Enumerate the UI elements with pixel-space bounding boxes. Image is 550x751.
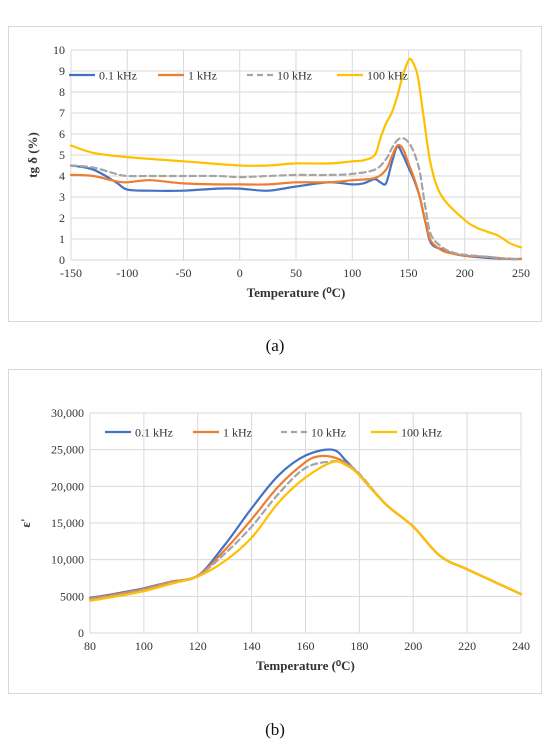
chart-1-xtick-label: 240 xyxy=(512,639,530,653)
chart-1-ytick-label: 0 xyxy=(78,626,84,640)
caption-b: (b) xyxy=(265,720,285,739)
chart-b-svg: 0 5000 10,000 15,000 20,000 25,000 30,000 80 100… xyxy=(18,406,530,673)
chart-0-ytick-label: 7 xyxy=(59,106,65,120)
chart-0-legend-label-2: 10 kHz xyxy=(277,69,312,83)
chart-1-xtick-label: 120 xyxy=(189,639,207,653)
chart-1-ytick-label: 20,000 xyxy=(51,479,84,493)
chart-1-ytick-label: 30,000 xyxy=(51,406,84,420)
chart-0-xtick-label: 50 xyxy=(290,266,302,280)
chart-0-series-line-1 xyxy=(69,143,523,261)
chart-1-xtick-label: 80 xyxy=(84,639,96,653)
chart-0-ytick-label: 1 xyxy=(59,232,65,246)
chart-0-ytick-label: 4 xyxy=(59,169,65,183)
chart-a-svg: 0 1 2 3 4 5 6 7 8 9 10 -150 -100 -50 0 50 100 150 200 250 Te… xyxy=(25,43,530,300)
chart-b-panel: 0 5000 10,000 15,000 20,000 25,000 30,000 80 100… xyxy=(8,369,542,694)
chart-1-legend-label-0: 0.1 kHz xyxy=(135,426,173,440)
chart-1-xtick-label: 180 xyxy=(350,639,368,653)
chart-1-ytick-label: 25,000 xyxy=(51,443,84,457)
chart-0-legend-label-0: 0.1 kHz xyxy=(99,69,137,83)
chart-0-ytick-label: 6 xyxy=(59,127,65,141)
chart-0-xtick-label: -150 xyxy=(60,266,82,280)
chart-1-xtick-label: 100 xyxy=(135,639,153,653)
chart-0-legend-label-3: 100 kHz xyxy=(367,69,408,83)
chart-0-ytick-label: 0 xyxy=(59,253,65,267)
chart-1-ytick-label: 5000 xyxy=(60,589,84,603)
chart-1-ytick-label: 15,000 xyxy=(51,516,84,530)
chart-0-xtick-label: 100 xyxy=(343,266,361,280)
chart-0-xtick-label: -50 xyxy=(176,266,192,280)
chart-0-ytick-label: 5 xyxy=(59,148,65,162)
chart-0-series-line-2 xyxy=(69,137,523,261)
chart-1-xtick-label: 140 xyxy=(243,639,261,653)
chart-a-panel: 0 1 2 3 4 5 6 7 8 9 10 -150 -100 -50 0 50 100 150 200 250 Te… xyxy=(8,26,542,322)
chart-1-y-axis-label: ε' xyxy=(18,518,33,527)
chart-0-ytick-label: 9 xyxy=(59,64,65,78)
chart-0-xtick-label: 250 xyxy=(512,266,530,280)
chart-1-series-line-3 xyxy=(88,460,523,602)
chart-0-xtick-label: 200 xyxy=(456,266,474,280)
chart-0-xtick-label: 0 xyxy=(237,266,243,280)
chart-1-x-axis-label: Temperature (⁰C) xyxy=(256,658,355,673)
chart-1-legend-label-3: 100 kHz xyxy=(401,426,442,440)
chart-0-xtick-label: -100 xyxy=(116,266,138,280)
chart-0-ytick-label: 8 xyxy=(59,85,65,99)
chart-1-xtick-label: 220 xyxy=(458,639,476,653)
chart-1-xtick-label: 200 xyxy=(404,639,422,653)
chart-0-y-axis-label: tg δ (%) xyxy=(25,132,40,178)
chart-0-ytick-label: 10 xyxy=(53,43,65,57)
chart-1-legend-label-2: 10 kHz xyxy=(311,426,346,440)
chart-1-legend-label-1: 1 kHz xyxy=(223,426,252,440)
chart-0-xtick-label: 150 xyxy=(400,266,418,280)
chart-0-ytick-label: 3 xyxy=(59,190,65,204)
chart-0-ytick-label: 2 xyxy=(59,211,65,225)
chart-1-ytick-label: 10,000 xyxy=(51,553,84,567)
chart-0-series-line-3 xyxy=(69,57,523,249)
chart-1-xtick-label: 160 xyxy=(297,639,315,653)
caption-a: (a) xyxy=(265,336,285,355)
chart-0-x-axis-label: Temperature (⁰C) xyxy=(247,285,346,300)
chart-0-legend-label-1: 1 kHz xyxy=(188,69,217,83)
